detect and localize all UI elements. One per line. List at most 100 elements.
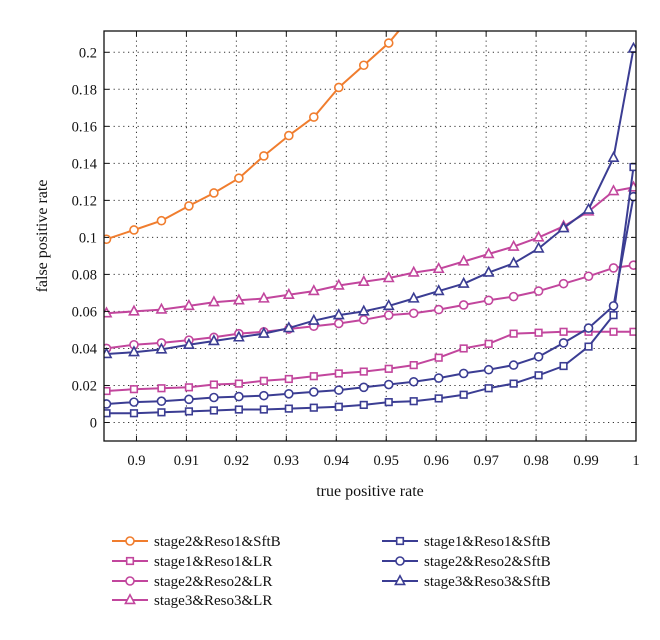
data-point	[507, 256, 520, 268]
data-point	[532, 230, 545, 242]
legend-item: stage1&Reso1&SftB	[382, 534, 551, 550]
data-point	[209, 380, 218, 389]
data-point	[508, 360, 519, 370]
data-point	[309, 372, 318, 381]
data-point	[408, 308, 419, 319]
data-point	[382, 298, 395, 311]
data-point	[459, 390, 468, 399]
data-point	[209, 406, 218, 415]
data-point	[432, 284, 445, 296]
data-point	[482, 265, 495, 277]
data-point	[234, 379, 243, 388]
legend-label: stage3&Reso3&SftB	[424, 574, 551, 590]
data-point	[282, 321, 295, 333]
data-point	[382, 271, 395, 283]
legend-marker	[395, 556, 405, 566]
legend-marker	[125, 556, 135, 566]
data-point	[534, 328, 543, 337]
data-point	[184, 201, 194, 211]
data-point	[357, 274, 370, 287]
data-point	[559, 327, 568, 336]
data-point	[607, 150, 620, 162]
data-point	[157, 384, 166, 393]
data-point	[582, 202, 595, 214]
y-tick-label: 0.08	[72, 267, 97, 283]
data-point	[358, 314, 369, 325]
data-point	[259, 390, 269, 401]
y-tick-label: 0.16	[72, 119, 97, 135]
data-point	[457, 276, 470, 288]
legend-marker	[395, 536, 405, 546]
legend: stage2&Reso1&SftB stage1&Reso1&LR stage2&R…	[112, 534, 551, 609]
data-point	[259, 376, 268, 385]
data-point	[284, 404, 293, 413]
y-tick-label: 0.1	[79, 230, 97, 246]
x-tick-label: 0.91	[174, 453, 199, 469]
data-point	[128, 345, 140, 357]
series-stage2-reso2-sftb	[104, 191, 636, 409]
legend-item: stage3&Reso3&LR	[112, 593, 272, 609]
legend-marker	[394, 574, 406, 586]
legend-marker	[125, 536, 135, 546]
series-stage1-reso1-sftb	[104, 162, 636, 418]
data-point	[282, 287, 295, 299]
x-tick-label: 0.93	[274, 453, 299, 469]
legend-item: stage1&Reso1&LR	[112, 554, 272, 570]
data-point	[458, 300, 469, 310]
legend-label: stage1&Reso1&LR	[154, 554, 272, 570]
data-point	[334, 369, 343, 378]
legend-item: stage3&Reso3&SftB	[382, 574, 551, 590]
data-point	[359, 400, 368, 410]
y-axis-title: false positive rate	[34, 180, 51, 293]
legend-label: stage1&Reso1&SftB	[424, 534, 551, 550]
legend-label: stage2&Reso2&SftB	[424, 554, 551, 570]
data-point	[409, 397, 418, 406]
data-point	[309, 403, 318, 412]
series-line	[106, 186, 634, 315]
data-point	[155, 342, 168, 354]
data-point	[309, 112, 319, 122]
data-point	[558, 338, 569, 348]
data-point	[184, 383, 194, 392]
data-point	[558, 278, 569, 289]
grid	[104, 31, 636, 441]
data-point	[532, 241, 545, 253]
data-point	[157, 408, 166, 417]
series-stage3-reso3-lr	[104, 180, 636, 318]
data-point	[459, 344, 468, 353]
data-point	[232, 330, 245, 342]
y-tick-label: 0.14	[72, 156, 98, 172]
data-point	[627, 41, 636, 53]
data-point	[409, 361, 418, 370]
y-tick-label: 0.2	[79, 45, 97, 61]
data-point	[307, 284, 320, 296]
data-point	[508, 291, 519, 302]
data-point	[257, 291, 270, 303]
series-line	[106, 166, 635, 415]
data-point	[357, 304, 370, 316]
data-point	[259, 151, 269, 161]
data-point	[104, 409, 111, 418]
data-point	[284, 130, 294, 141]
data-point	[432, 261, 445, 274]
data-point	[359, 367, 368, 376]
x-tick-label: 0.99	[573, 453, 598, 469]
data-point	[358, 60, 369, 71]
x-tick-label: 0.9	[127, 453, 145, 469]
data-point	[333, 385, 344, 395]
legend-item: stage2&Reso2&SftB	[382, 554, 551, 570]
x-tick-label: 0.92	[224, 453, 249, 469]
data-point	[583, 271, 594, 282]
data-point	[608, 263, 619, 273]
x-tick-label: 1	[632, 453, 639, 469]
data-point	[482, 247, 495, 259]
data-point	[384, 364, 393, 373]
data-point	[104, 386, 111, 396]
data-point	[507, 239, 520, 251]
data-point	[234, 405, 243, 414]
data-point	[383, 310, 394, 320]
series-stage1-reso1-lr	[104, 327, 636, 396]
series-line	[106, 31, 400, 241]
series-line	[106, 196, 635, 405]
